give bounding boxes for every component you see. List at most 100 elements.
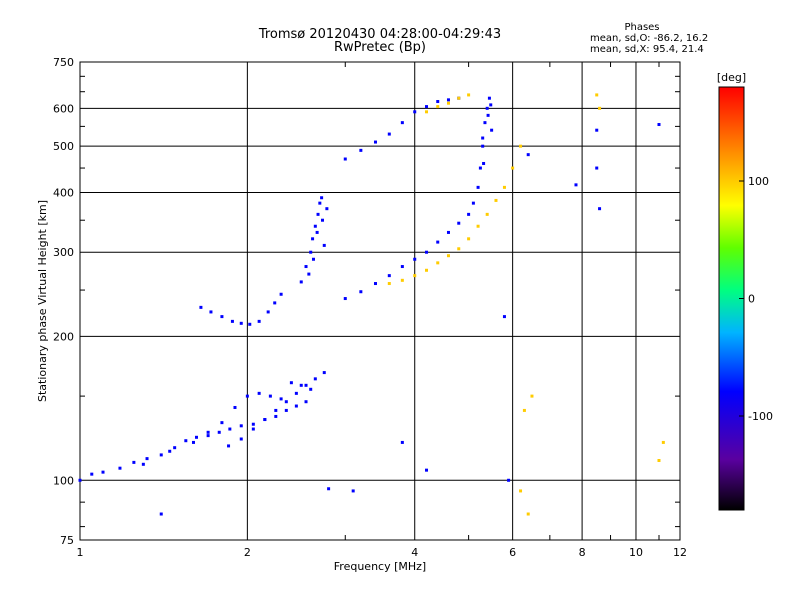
data-point	[251, 422, 255, 426]
chart-subtitle: RwPretec (Bp)	[333, 40, 427, 55]
colorbar-tick-label: 100	[748, 175, 769, 188]
data-point	[359, 148, 363, 152]
colorbar-label: [deg]	[717, 71, 746, 84]
data-point	[436, 261, 440, 265]
data-point	[199, 305, 203, 309]
data-point	[351, 489, 355, 493]
data-point	[373, 140, 377, 144]
data-point	[220, 315, 224, 319]
data-point	[511, 166, 515, 170]
data-point	[325, 207, 329, 211]
y-tick-label: 600	[53, 102, 74, 115]
data-point	[206, 434, 210, 438]
data-point	[476, 185, 480, 189]
data-point	[313, 224, 317, 228]
data-point	[425, 468, 429, 472]
data-point	[457, 221, 461, 225]
data-point	[446, 101, 450, 105]
data-point	[294, 404, 298, 408]
data-point	[309, 387, 313, 391]
data-point	[315, 230, 319, 234]
series-group	[78, 400, 308, 482]
data-point	[309, 250, 313, 254]
series-group	[159, 123, 661, 516]
data-point	[273, 301, 277, 305]
data-point	[400, 440, 404, 444]
data-point	[173, 446, 177, 450]
data-point	[425, 110, 429, 114]
data-point	[78, 478, 82, 482]
data-point	[657, 458, 661, 462]
data-point	[481, 136, 485, 140]
x-tick-label: 1	[77, 546, 84, 559]
data-point	[487, 96, 491, 100]
data-point	[327, 487, 331, 491]
data-point	[574, 183, 578, 187]
x-tick-label: 8	[579, 546, 586, 559]
data-point	[467, 237, 471, 241]
data-point	[485, 212, 489, 216]
data-point	[257, 391, 261, 395]
data-point	[274, 408, 278, 412]
data-point	[274, 414, 278, 418]
data-point	[230, 319, 234, 323]
data-point	[322, 243, 326, 247]
data-point	[467, 93, 471, 97]
data-point	[206, 430, 210, 434]
data-point	[522, 408, 526, 412]
data-point	[494, 198, 498, 202]
data-point	[481, 144, 485, 148]
data-point	[657, 123, 661, 127]
data-point	[132, 460, 136, 464]
data-point	[217, 430, 221, 434]
x-tick-label: 2	[244, 546, 251, 559]
data-point	[311, 237, 315, 241]
chart-title: Tromsø 20120430 04:28:00-04:29:43	[258, 27, 502, 42]
data-point	[530, 394, 534, 398]
data-point	[227, 444, 231, 448]
series-group	[299, 196, 329, 284]
series-group	[343, 96, 461, 161]
x-tick-label: 10	[629, 546, 643, 559]
series-group	[343, 144, 485, 301]
data-point	[425, 105, 429, 109]
data-point	[482, 161, 486, 165]
data-point	[313, 377, 317, 381]
data-point	[598, 106, 602, 110]
data-point	[489, 103, 493, 107]
data-point	[446, 230, 450, 234]
data-point	[519, 144, 523, 148]
y-tick-label: 500	[53, 140, 74, 153]
data-point	[343, 297, 347, 301]
data-point	[436, 100, 440, 104]
x-tick-label: 4	[411, 546, 418, 559]
data-point	[519, 489, 523, 493]
phases-heading: Phases	[624, 22, 660, 33]
series-group	[387, 144, 523, 286]
colorbar-tick-label: 0	[748, 293, 755, 306]
phases-legend: Phases mean, sd,O: -86.2, 16.2 mean, sd,…	[590, 22, 708, 55]
data-point	[446, 98, 450, 102]
data-point	[373, 282, 377, 286]
phases-x-mode-stats: mean, sd,X: 95.4, 21.4	[590, 44, 704, 55]
data-point	[322, 371, 326, 375]
data-point	[502, 185, 506, 189]
data-point	[483, 121, 487, 125]
data-point	[595, 128, 599, 132]
data-point	[526, 153, 530, 157]
data-point	[90, 472, 94, 476]
data-point	[239, 321, 243, 325]
data-point	[266, 310, 270, 314]
data-point	[304, 400, 308, 404]
data-point	[191, 440, 195, 444]
data-point	[387, 274, 391, 278]
data-point	[257, 319, 261, 323]
data-point	[387, 132, 391, 136]
data-point	[387, 282, 391, 286]
data-point	[118, 466, 122, 470]
data-point	[299, 280, 303, 284]
data-point	[251, 427, 255, 431]
data-point	[307, 272, 311, 276]
data-point	[320, 196, 324, 200]
data-point	[304, 383, 308, 387]
